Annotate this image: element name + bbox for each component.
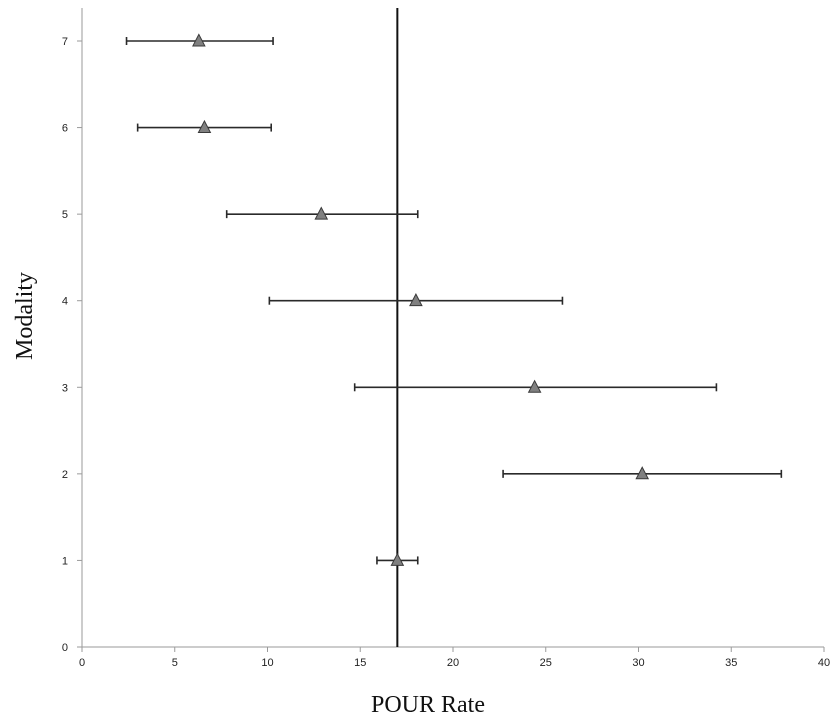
x-tick-label: 40 [818, 657, 830, 669]
y-tick-label: 4 [62, 296, 68, 308]
y-axis-title: Modality [12, 272, 38, 360]
x-tick-label: 30 [632, 657, 644, 669]
x-tick-label: 20 [447, 657, 459, 669]
data-point-triangle [192, 33, 206, 47]
y-tick-label: 3 [62, 382, 68, 394]
y-tick-label: 0 [62, 642, 68, 654]
data-point-triangle [635, 466, 650, 480]
y-tick-label: 2 [62, 469, 68, 481]
x-tick-label: 15 [354, 657, 366, 669]
x-tick-label: 35 [725, 657, 737, 669]
error-bars [125, 37, 783, 565]
data-point-triangle [197, 119, 212, 134]
y-tick-label: 6 [62, 123, 68, 135]
y-tick-label: 7 [62, 36, 68, 48]
axes [81, 8, 824, 648]
x-tick-label: 0 [79, 657, 85, 669]
x-axis-title: POUR Rate [371, 692, 485, 718]
data-point-triangle [527, 379, 542, 393]
data-point-triangle [409, 293, 423, 307]
markers [192, 33, 650, 566]
x-tick-label: 25 [540, 657, 552, 669]
x-tick-label: 10 [261, 657, 273, 669]
data-point-triangle [314, 206, 329, 220]
y-tick-label: 5 [62, 209, 68, 221]
x-tick-label: 5 [172, 657, 178, 669]
ticks: 0 5 10 15 20 25 30 35 40 0 1 2 3 4 5 6 7 [62, 36, 830, 669]
data-point-triangle [390, 552, 405, 566]
y-tick-label: 1 [62, 555, 68, 567]
